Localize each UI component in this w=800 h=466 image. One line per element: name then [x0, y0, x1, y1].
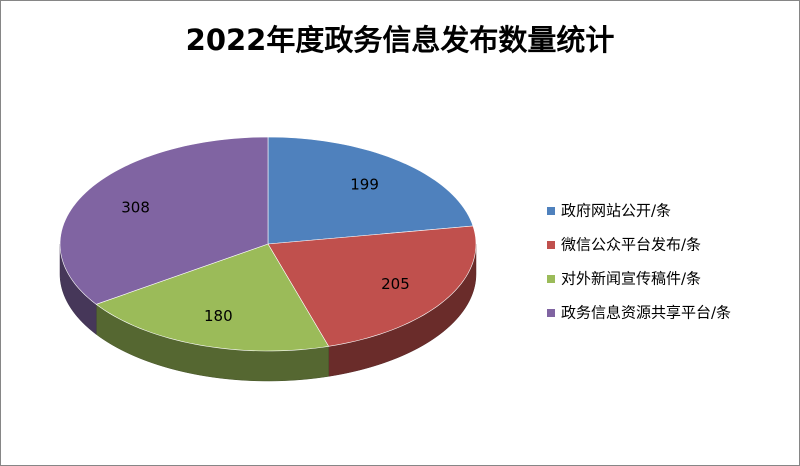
slice [59, 136, 269, 305]
data-label: 180 [204, 307, 233, 325]
slice [267, 136, 474, 245]
legend-label: 政府网站公开/条 [561, 202, 671, 220]
legend-swatch [547, 207, 555, 215]
legend-label: 微信公众平台发布/条 [561, 236, 701, 254]
slice [267, 225, 477, 347]
legend-swatch [547, 241, 555, 249]
data-label: 205 [381, 275, 410, 293]
chart-title: 2022年度政务信息发布数量统计 [186, 23, 615, 57]
data-label: 308 [121, 199, 150, 217]
legend-label: 政务信息资源共享平台/条 [561, 304, 731, 322]
legend-label: 对外新闻宣传稿件/条 [561, 270, 701, 288]
legend-swatch [547, 275, 555, 283]
slice [95, 243, 330, 352]
data-label: 199 [350, 176, 379, 194]
legend-swatch [547, 309, 555, 317]
